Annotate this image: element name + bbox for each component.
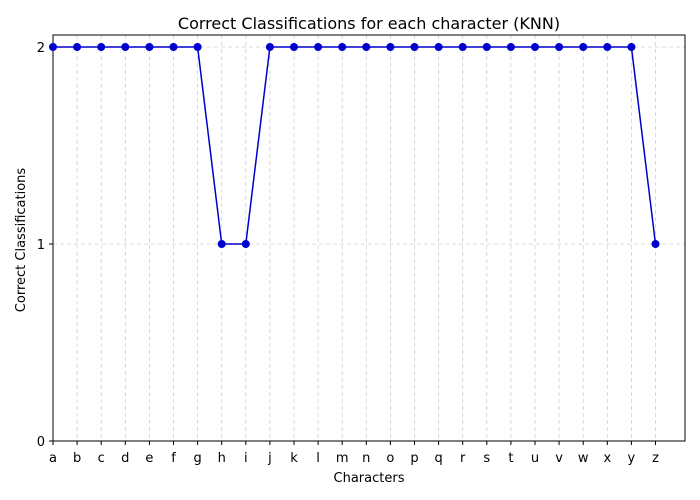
data-point-m [338,43,347,51]
x-tick-label: z [652,451,659,466]
data-point-e [145,43,154,51]
data-point-t [506,43,515,51]
plot-frame [52,34,686,442]
data-point-s [482,43,491,51]
x-tick-label: n [362,451,370,466]
x-tick-label: k [290,451,298,466]
x-tick-label: o [386,451,394,466]
series-layer [49,43,660,248]
data-point-i [241,240,250,248]
data-point-w [579,43,588,51]
data-point-j [265,43,274,51]
x-tick-label: b [73,451,81,466]
y-tick-label: 2 [37,41,45,56]
data-point-g [193,43,202,51]
data-point-f [169,43,178,51]
x-tick-label: s [483,451,490,466]
x-tick-label: g [193,451,201,466]
series-line [53,46,657,245]
data-point-y [627,43,636,51]
x-tick-label: j [267,451,272,466]
data-point-u [531,43,539,51]
x-tick-label: e [145,451,153,466]
x-tick-label: p [410,451,418,466]
chart-title: Correct Classifications for each charact… [178,14,560,33]
data-point-p [410,43,419,51]
x-tick-label: t [508,451,513,466]
x-tick-label: u [531,451,539,466]
x-tick-label: x [603,451,611,466]
x-tick-label: f [171,451,176,466]
data-point-c [97,43,106,51]
x-axis-label: Characters [334,471,405,486]
data-point-o [386,43,395,51]
data-point-r [458,43,467,51]
x-tick-label: c [98,451,105,466]
ticks-layer: a b c d e f g h i j k l m n o p q r s t u v w x y z 0 1 2 [37,41,659,466]
x-tick-label: d [121,451,129,466]
x-tick-label: q [434,451,442,466]
x-tick-label: h [218,451,226,466]
data-point-d [121,43,130,51]
data-point-b [73,43,82,51]
data-point-x [603,43,612,51]
data-point-q [434,43,443,51]
data-point-h [217,240,226,248]
data-point-z [651,240,660,248]
x-tick-label: v [555,451,563,466]
x-tick-label: i [244,451,248,466]
data-point-v [555,43,564,51]
data-point-k [290,43,298,51]
x-tick-label: y [628,451,636,466]
x-tick-label: a [49,451,57,466]
grid-layer [52,35,685,442]
x-tick-label: m [336,451,349,466]
x-tick-label: w [578,451,589,466]
data-point-n [362,43,371,51]
x-tick-label: r [460,451,466,466]
data-point-a [49,43,57,51]
y-tick-label: 1 [37,238,45,253]
y-tick-label: 0 [37,435,45,450]
y-axis-label: Correct Classifications [14,168,29,313]
x-tick-label: l [316,451,320,466]
data-point-l [314,43,323,51]
